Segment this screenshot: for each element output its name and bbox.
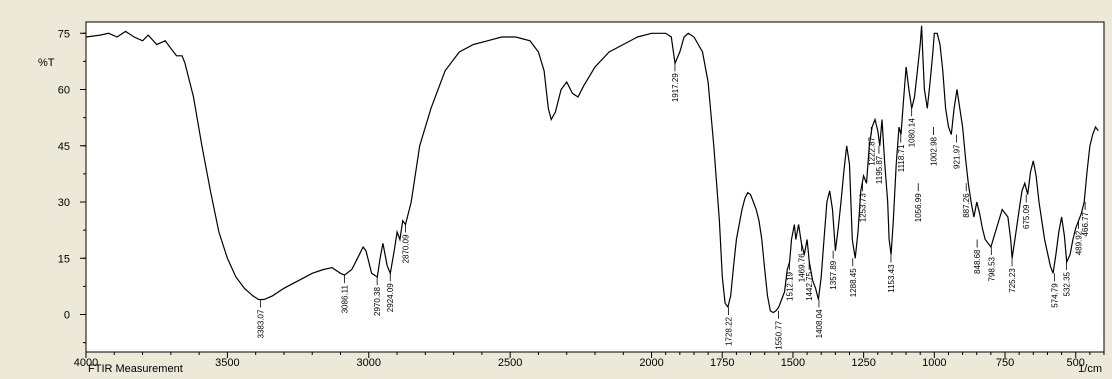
x-tick-label: 3000 [357,357,381,369]
x-axis-label: FTIR Measurement [88,363,183,374]
x-tick-label: 4000 [74,357,98,369]
x-tick-label: 2500 [498,357,522,369]
x-tick-label: 1000 [922,357,946,369]
peak-label: 1512.19 [786,271,795,300]
y-tick-label: 30 [58,197,70,209]
peak-label: 887.26 [962,193,971,218]
peak-label: 1408.04 [815,309,824,338]
peak-label: 1728.22 [724,316,733,345]
x-axis-unit: 1/cm [1078,363,1102,374]
y-axis: 0 15 30 45 60 75 [58,28,86,344]
peak-label: 1917.29 [671,73,680,102]
x-tick-label: 2000 [639,357,663,369]
y-tick-label: 45 [58,141,70,153]
peak-label: 848.68 [973,249,982,274]
peak-label: 1442.75 [805,271,814,300]
peak-label: 2970.38 [373,286,382,315]
peak-label: 489.92 [1075,230,1084,255]
x-tick-label: 1500 [781,357,805,369]
x-tick-label: 1750 [710,357,734,369]
spectrum-line [85,25,1099,314]
peak-label: 1288.45 [849,268,858,297]
peak-label: 1550.77 [775,320,784,349]
peak-label: 921.97 [952,144,961,169]
peak-label: 466.77 [1081,211,1090,236]
peak-label: 725.23 [1008,268,1017,293]
peak-label: 1056.99 [914,193,923,222]
x-tick-label: 1250 [851,357,875,369]
peak-label: 574.79 [1051,283,1060,308]
plot-area [85,21,1105,353]
peak-label: 1253.73 [859,193,868,222]
peak-label: 675.09 [1022,204,1031,229]
x-tick-label: 750 [996,357,1014,369]
peak-label: 1357.89 [829,260,838,289]
peak-label: 532.35 [1063,271,1072,296]
peak-label: 1195.87 [875,155,884,184]
peak-label: 1153.43 [887,264,896,293]
y-axis-label: %T [38,57,55,69]
y-tick-label: 75 [58,28,70,40]
peak-label: 1080.14 [908,118,917,147]
x-axis: 4000 3500 3000 2500 2000 1750 1500 1250 1000 750 5… [74,352,1105,369]
peak-label: 1002.98 [930,136,939,165]
x-tick-label: 3500 [215,357,239,369]
peak-label: 3383.07 [257,309,266,338]
y-tick-label: 0 [64,310,70,322]
y-tick-label: 60 [58,85,70,97]
peak-label: 1222.87 [867,136,876,165]
peak-label: 3086.11 [340,285,349,314]
peak-label: 798.53 [987,256,996,281]
peak-label: 2924.09 [386,283,395,312]
x-tick-label: 500 [1067,357,1085,369]
y-tick-label: 15 [58,253,70,265]
peak-label: 1469.76 [797,253,806,282]
peak-label: 2870.09 [402,234,411,263]
peak-labels: 3383.07 3086.11 2970.38 2924.09 2870.09 1917.… [257,63,1090,350]
peak-label: 1118.71 [897,144,906,172]
